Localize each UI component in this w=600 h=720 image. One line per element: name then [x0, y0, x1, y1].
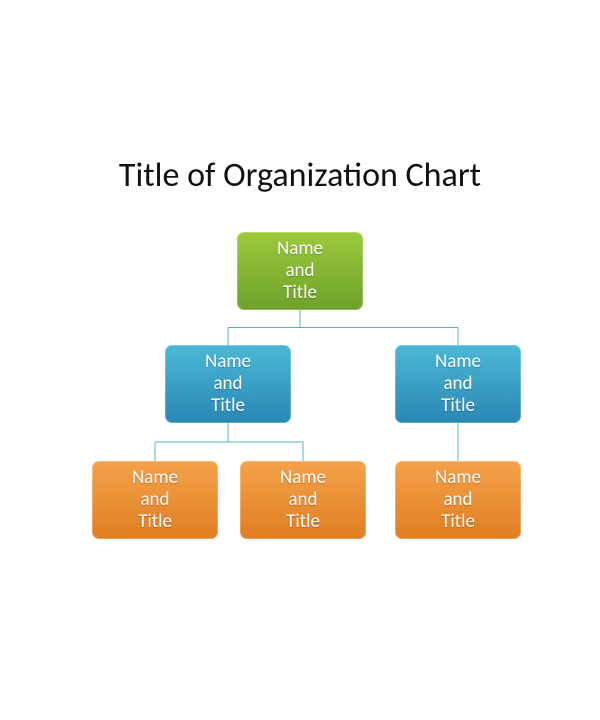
org-chart-stage: Title of Organization Chart Name and Tit… — [0, 0, 600, 720]
org-node-root: Name and Title — [237, 232, 363, 310]
org-node-m1: Name and Title — [165, 345, 291, 423]
chart-title: Title of Organization Chart — [0, 155, 600, 196]
org-node-l2: Name and Title — [240, 461, 366, 539]
org-node-l3: Name and Title — [395, 461, 521, 539]
org-node-m2: Name and Title — [395, 345, 521, 423]
org-node-l1: Name and Title — [92, 461, 218, 539]
